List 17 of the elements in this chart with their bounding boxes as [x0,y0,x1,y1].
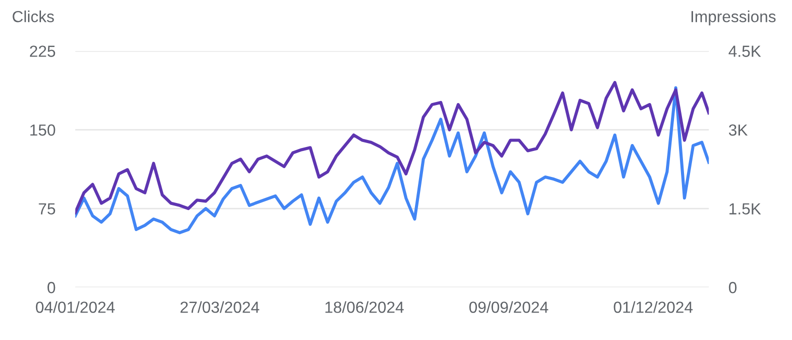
line-series [75,80,709,214]
y2-tick-label: 4.5K [728,46,761,57]
y-axis-title: Clicks [12,10,54,22]
y2-tick-label: 0 [728,282,737,294]
y2-axis-title: Impressions [692,10,776,26]
y-tick-label: 75 [38,203,56,214]
x-tick-label: 27/03/2024 [180,301,260,313]
y2-tick-label: 1.5K [730,203,761,214]
x-tick-label: 04/01/2024 [36,301,115,313]
x-tick-label: 09/09/2024 [469,301,548,313]
x-tick-label: 01/12/2024 [614,301,693,313]
y-tick-label: 0 [48,282,56,294]
y2-tick-label: 3K [728,124,748,136]
y-tick-label: 225 [30,46,56,57]
y-tick-label: 150 [30,124,56,136]
line-series [75,86,709,234]
x-tick-label: 18/06/2024 [325,301,404,313]
